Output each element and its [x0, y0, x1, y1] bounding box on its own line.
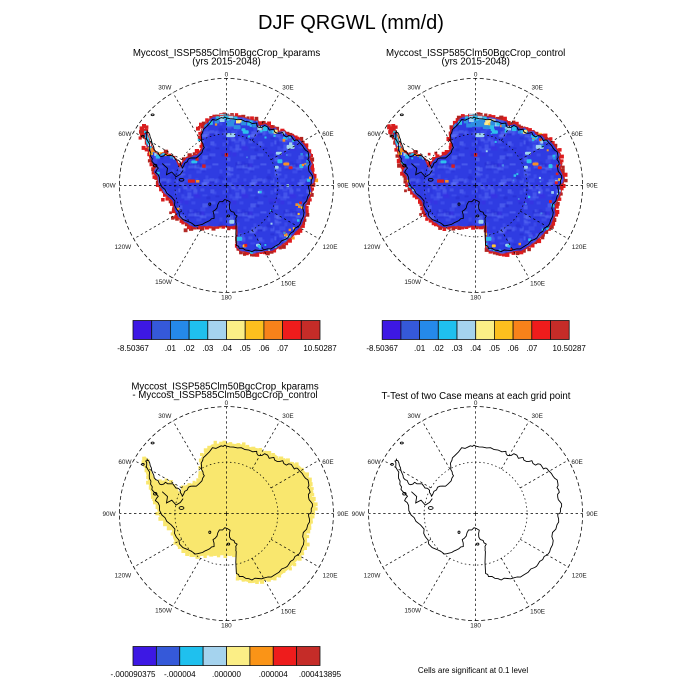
svg-text:.02: .02	[184, 344, 196, 353]
svg-text:10.50287: 10.50287	[303, 344, 337, 353]
svg-text:DJF QRGWL (mm/d): DJF QRGWL (mm/d)	[258, 12, 444, 34]
svg-text:Myccost_ISSP585Clm50BgcCrop_kp: Myccost_ISSP585Clm50BgcCrop_kparams	[133, 48, 321, 59]
svg-text:.04: .04	[221, 344, 233, 353]
svg-text:.01: .01	[165, 344, 177, 353]
svg-text:.01: .01	[414, 344, 426, 353]
svg-text:- Myccost_ISSP585Clm50BgcCrop_: - Myccost_ISSP585Clm50BgcCrop_control	[132, 390, 317, 401]
svg-text:(yrs 2015-2048): (yrs 2015-2048)	[442, 57, 510, 68]
svg-text:Myccost_ISSP585Clm50BgcCrop_kp: Myccost_ISSP585Clm50BgcCrop_kparams	[131, 381, 319, 392]
svg-text:.04: .04	[470, 344, 482, 353]
svg-text:Myccost_ISSP585Clm50BgcCrop_co: Myccost_ISSP585Clm50BgcCrop_control	[386, 48, 565, 59]
svg-text:.05: .05	[240, 344, 252, 353]
svg-text:(yrs 2015-2048): (yrs 2015-2048)	[192, 57, 260, 68]
svg-text:-8.50367: -8.50367	[117, 344, 149, 353]
svg-text:.000000: .000000	[212, 670, 241, 679]
svg-text:.06: .06	[258, 344, 270, 353]
svg-text:.02: .02	[433, 344, 445, 353]
svg-text:.07: .07	[277, 344, 289, 353]
svg-text:Cells are significant at 0.1 l: Cells are significant at 0.1 level	[418, 666, 529, 675]
svg-text:.07: .07	[526, 344, 538, 353]
svg-text:.000413895: .000413895	[299, 670, 342, 679]
svg-text:.06: .06	[508, 344, 520, 353]
svg-text:-.000090375: -.000090375	[111, 670, 156, 679]
svg-text:.05: .05	[489, 344, 501, 353]
svg-text:10.50287: 10.50287	[553, 344, 587, 353]
svg-text:-8.50367: -8.50367	[366, 344, 398, 353]
svg-text:.000004: .000004	[259, 670, 288, 679]
svg-text:.03: .03	[451, 344, 463, 353]
svg-text:-.000004: -.000004	[164, 670, 196, 679]
svg-text:T-Test of two Case means at ea: T-Test of two Case means at each grid po…	[382, 391, 571, 402]
svg-text:.03: .03	[202, 344, 214, 353]
